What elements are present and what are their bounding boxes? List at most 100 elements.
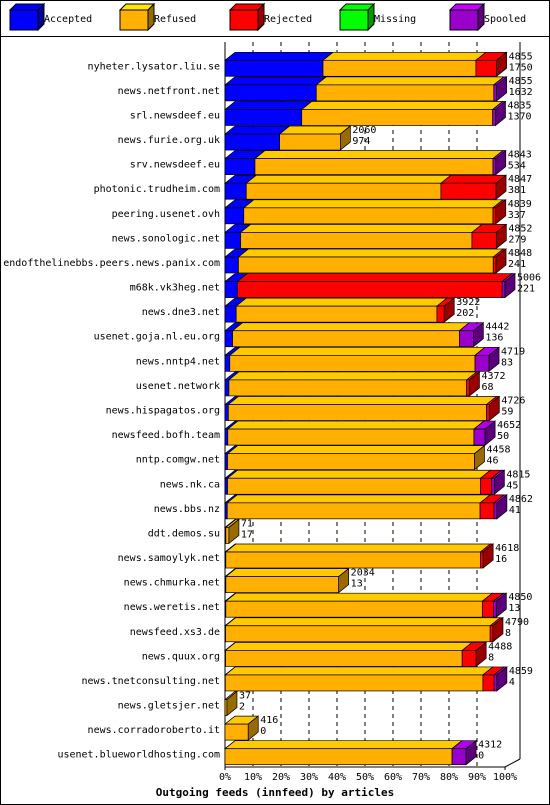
x-tick-label: 80% (440, 772, 458, 783)
bar-front (436, 305, 445, 323)
bar-side (496, 666, 508, 692)
accepted-label: 83 (501, 357, 513, 368)
bar-segment (253, 150, 504, 175)
bar-top (224, 617, 502, 627)
bar-side (338, 567, 350, 594)
bar-front (279, 133, 341, 151)
bar-front (238, 256, 494, 274)
bar-side (465, 739, 477, 766)
bar-front (451, 748, 467, 766)
bar-segment (227, 396, 498, 421)
category-label: usenet.blueworldhosting.com (57, 750, 220, 761)
bar-top (231, 322, 471, 332)
bar-side (474, 444, 485, 471)
offered-label: 4850 (508, 592, 532, 603)
bar-top (315, 76, 505, 86)
category-label: photonic.trudheim.com (94, 184, 220, 195)
legend-swatch (229, 9, 259, 31)
accepted-label: 13 (351, 579, 363, 590)
category-label: usenet.goja.nl.eu.org (94, 332, 220, 343)
bar-top (224, 125, 291, 135)
category-label: nntp.comgw.net (136, 455, 220, 466)
offered-label: 4488 (488, 641, 512, 652)
bar-side (496, 51, 507, 78)
bar-front (492, 158, 497, 175)
bar-front (224, 428, 229, 446)
bar-front (480, 477, 492, 495)
x-tick-label: 70% (412, 772, 430, 783)
bar-front (245, 182, 442, 200)
bar-front (491, 477, 495, 495)
bar-top (224, 666, 494, 676)
bar-top (224, 740, 464, 750)
accepted-label: 221 (517, 284, 535, 295)
bar-front (224, 723, 249, 741)
offered-label: 4843 (508, 150, 532, 161)
category-label: news.gletsjer.net (118, 701, 220, 712)
bar-side (492, 617, 504, 643)
legend-swatch (339, 9, 369, 31)
accepted-label: 16 (495, 554, 507, 565)
offered-label: 71 (241, 518, 253, 529)
bar-side (496, 494, 508, 520)
accepted-label: 46 (486, 456, 498, 467)
bar-top (227, 396, 498, 405)
category-label: news.samoylyk.net (118, 553, 220, 564)
bar-segment (236, 273, 514, 298)
offered-label: 5006 (517, 273, 541, 284)
bar-front (225, 576, 340, 593)
bar-front (227, 453, 475, 471)
bar-front (479, 502, 495, 520)
bar-segment (224, 51, 334, 77)
offered-label: 4859 (509, 666, 533, 677)
bar-front (224, 133, 280, 151)
bar-side (495, 149, 507, 176)
bar-front (224, 109, 303, 126)
bar-front (225, 551, 481, 569)
bar-front (224, 232, 242, 249)
bar-top (253, 150, 504, 159)
accepted-label: 279 (508, 234, 526, 245)
bar-top (226, 469, 492, 479)
bar-side (494, 469, 505, 495)
legend-item: Spooled (448, 2, 526, 32)
bar-segment (231, 322, 471, 348)
category-label: nyheter.lysator.liu.se (88, 61, 220, 72)
offered-label: 4855 (509, 76, 533, 87)
bar-top (224, 101, 313, 110)
bar-side (226, 690, 238, 717)
category-label: news.corradoroberto.it (88, 725, 220, 736)
x-tick-label: 90% (468, 772, 486, 783)
bar-front (224, 158, 256, 175)
bar-side (473, 322, 484, 348)
offered-label: 4848 (508, 248, 532, 259)
bar-segment (224, 617, 502, 643)
bar-segment (322, 51, 487, 77)
bar-top (322, 51, 487, 61)
bar-side (488, 395, 500, 422)
accepted-label: 45 (506, 480, 518, 491)
bar-side (504, 272, 516, 299)
bar-segment (224, 568, 350, 593)
bar-segment (224, 273, 249, 298)
category-label: newsfeed.bofh.team (112, 430, 220, 441)
bar-segment (315, 76, 505, 102)
bar-segment (224, 740, 464, 766)
bar-front (224, 404, 229, 421)
bar-segment (224, 666, 494, 692)
bar-side (495, 592, 507, 618)
accepted-label: 337 (508, 210, 526, 221)
bar-segment (300, 101, 504, 126)
bar-top (224, 642, 474, 651)
offered-label: 416 (260, 715, 278, 726)
bar-side (443, 297, 455, 323)
bar-front (301, 109, 494, 126)
legend-swatch (9, 9, 39, 31)
bar-front (232, 330, 460, 348)
bar-segment (224, 642, 474, 667)
bar-front (501, 281, 506, 298)
bar-top (245, 174, 452, 184)
category-label: newsfeed.xs3.de (130, 627, 220, 638)
bar-front (224, 207, 245, 225)
offered-label: 4790 (505, 617, 529, 628)
